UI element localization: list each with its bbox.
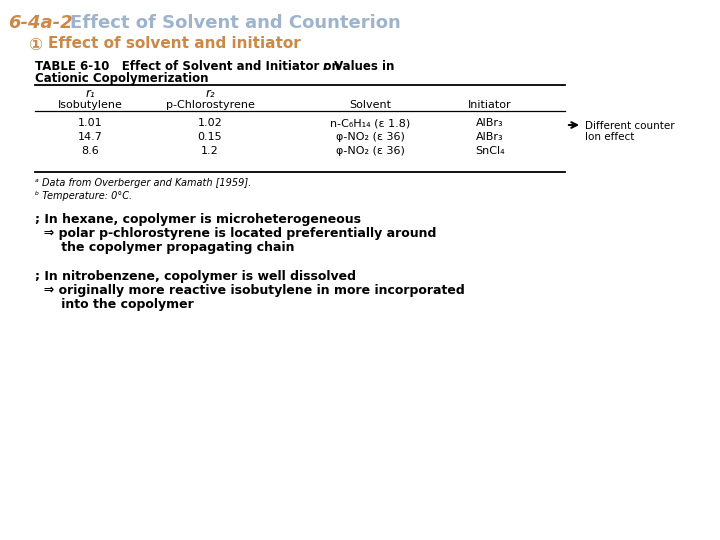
Text: 0.15: 0.15	[198, 132, 222, 142]
Text: Initiator: Initiator	[468, 100, 512, 110]
Text: 1.01: 1.01	[78, 118, 102, 128]
Text: AlBr₃: AlBr₃	[476, 118, 504, 128]
Text: the copolymer propagating chain: the copolymer propagating chain	[35, 241, 294, 254]
Text: Ion effect: Ion effect	[585, 132, 634, 142]
Text: 1.02: 1.02	[197, 118, 222, 128]
Text: 14.7: 14.7	[78, 132, 102, 142]
Text: ; In hexane, copolymer is microheterogeneous: ; In hexane, copolymer is microheterogen…	[35, 213, 361, 226]
Text: r₂: r₂	[205, 87, 215, 100]
Text: AlBr₃: AlBr₃	[476, 132, 504, 142]
Text: Effect of Solvent and Counterion: Effect of Solvent and Counterion	[70, 14, 401, 32]
Text: 1.2: 1.2	[201, 146, 219, 156]
Text: φ-NO₂ (ε 36): φ-NO₂ (ε 36)	[336, 132, 405, 142]
Text: p-Chlorostyrene: p-Chlorostyrene	[166, 100, 254, 110]
Text: Cationic Copolymerization: Cationic Copolymerization	[35, 72, 209, 85]
Text: ⇒ originally more reactive isobutylene in more incorporated: ⇒ originally more reactive isobutylene i…	[35, 284, 464, 297]
Text: TABLE 6-10   Effect of Solvent and Initiator on: TABLE 6-10 Effect of Solvent and Initiat…	[35, 60, 344, 73]
Text: φ-NO₂ (ε 36): φ-NO₂ (ε 36)	[336, 146, 405, 156]
Text: 6-4a-2: 6-4a-2	[8, 14, 73, 32]
Text: ; In nitrobenzene, copolymer is well dissolved: ; In nitrobenzene, copolymer is well dis…	[35, 270, 356, 283]
Text: Isobutylene: Isobutylene	[58, 100, 122, 110]
Text: r₁: r₁	[85, 87, 95, 100]
Text: Solvent: Solvent	[349, 100, 391, 110]
Text: r: r	[323, 60, 329, 73]
Text: Different counter: Different counter	[585, 121, 675, 131]
Text: 8.6: 8.6	[81, 146, 99, 156]
Text: ⇒ polar p-chlorostyrene is located preferentially around: ⇒ polar p-chlorostyrene is located prefe…	[35, 227, 436, 240]
Text: Effect of solvent and initiator: Effect of solvent and initiator	[48, 36, 301, 51]
Text: ᵃ Data from Overberger and Kamath [1959].: ᵃ Data from Overberger and Kamath [1959]…	[35, 178, 251, 188]
Text: n-C₆H₁₄ (ε 1.8): n-C₆H₁₄ (ε 1.8)	[330, 118, 410, 128]
Text: into the copolymer: into the copolymer	[35, 298, 194, 311]
Text: SnCl₄: SnCl₄	[475, 146, 505, 156]
Text: ᵇ Temperature: 0°C.: ᵇ Temperature: 0°C.	[35, 191, 132, 201]
Text: ①: ①	[28, 36, 42, 54]
Text: Values in: Values in	[330, 60, 395, 73]
